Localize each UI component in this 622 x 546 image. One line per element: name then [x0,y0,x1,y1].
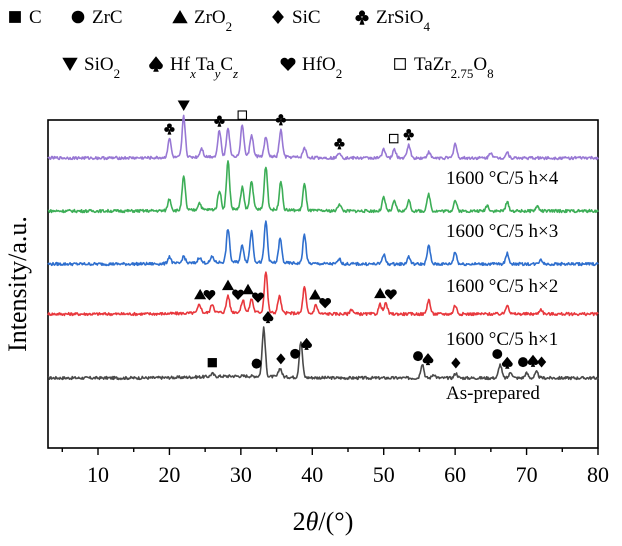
diamond-marker [276,353,286,365]
legend-item: ZrC [71,7,123,28]
series-line [47,326,599,381]
legend-item: SiC [272,7,321,28]
square-open-marker [388,133,399,144]
circle-filled-marker [71,10,85,24]
x-axis-title: 2θ/(°) [293,507,354,536]
x-tick-label: 40 [301,462,323,487]
spade-marker [527,354,539,367]
legend-label: SiO2 [84,54,120,81]
club-marker [355,10,369,25]
triangle-up-marker [309,289,322,300]
square-filled-marker [9,11,21,23]
series-labels: As-prepared 1600 °C/5 h×1 1600 °C/5 h×2 160… [446,168,559,404]
x-tick-label: 10 [87,462,109,487]
legend-item: ZrSiO4 [355,7,431,34]
heart-marker [280,57,296,71]
spade-marker [149,56,163,72]
series-line [47,220,599,267]
series-label: 1600 °C/5 h×3 [446,221,558,242]
triangle-down-marker [177,100,190,111]
diamond-marker [272,10,284,24]
series-line [47,160,599,214]
peak-markers [164,100,547,369]
series-label: 1600 °C/5 h×1 [446,329,558,350]
legend-item: TaZr2.75O8 [394,54,494,81]
heart-marker [203,290,216,301]
x-tick-label: 50 [373,462,395,487]
club-marker [164,123,175,135]
triangle-up-marker [241,283,255,295]
club-marker [275,114,287,126]
heart-marker [252,292,264,303]
legend: C ZrC ZrO2 SiC ZrSiO4 SiO2 HfxTayCz HfO2 TaZr2.7… [9,7,494,81]
series-label: 1600 °C/5 h×4 [446,168,559,189]
triangle-down-marker [62,57,78,71]
x-axis-ticks: 10 20 30 40 50 60 70 80 [61,448,609,487]
circle-filled-marker [413,351,423,362]
heart-marker [319,298,332,309]
legend-item: HfO2 [280,54,342,81]
circle-filled-marker [518,357,528,368]
spade-marker [262,311,274,324]
square-open-marker [237,110,248,120]
diamond-marker [536,356,547,368]
series-label: 1600 °C/5 h×2 [446,276,558,297]
legend-label: ZrO2 [194,7,232,34]
spade-marker [301,337,312,350]
series-group [47,114,599,381]
plot-area: As-prepared 1600 °C/5 h×1 1600 °C/5 h×2 160… [47,100,609,487]
heart-marker [232,289,244,300]
x-tick-label: 70 [516,462,538,487]
spade-marker [501,356,513,369]
square-open-marker [394,58,406,70]
legend-label: HfO2 [302,54,342,81]
club-marker [403,128,414,141]
x-tick-label: 80 [587,462,609,487]
circle-filled-marker [251,358,262,369]
legend-label: ZrSiO4 [376,7,431,34]
x-tick-label: 30 [230,462,252,487]
legend-label: SiC [292,7,321,28]
legend-label: TaZr2.75O8 [414,54,494,81]
legend-label: HfxTayCz [170,54,238,81]
diamond-marker [451,357,461,369]
circle-filled-marker [290,348,301,359]
x-tick-label: 20 [158,462,180,487]
triangle-up-marker [194,288,207,300]
triangle-up-marker [172,10,188,24]
legend-label: ZrC [92,7,123,28]
club-marker [214,115,225,127]
legend-item: C [9,7,42,28]
triangle-up-marker [374,287,387,299]
legend-label: C [29,7,42,28]
series-line [47,271,599,317]
circle-filled-marker [492,349,503,359]
triangle-up-marker [221,279,235,291]
y-axis-title: Intensity/a.u. [3,216,32,352]
x-tick-label: 60 [444,462,466,487]
spade-marker [422,353,434,366]
legend-item: ZrO2 [172,7,232,34]
series-label: As-prepared [446,383,540,404]
heart-marker [384,289,397,300]
plot-frame [47,119,599,449]
club-marker [334,138,345,150]
square-filled-marker [207,358,217,368]
legend-item: HfxTayCz [149,54,238,81]
series-line [47,114,599,161]
legend-item: SiO2 [62,54,120,81]
